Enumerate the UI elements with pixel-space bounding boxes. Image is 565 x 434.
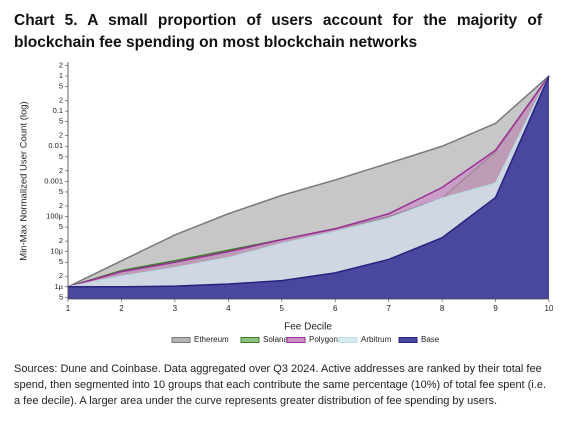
line: [67, 75, 550, 288]
x-tick-label: 5: [280, 304, 285, 313]
y-tick-label: 5: [59, 152, 63, 161]
x-tick-label: 9: [493, 304, 498, 313]
y-tick-label: 0.1: [53, 106, 63, 115]
y-tick-label: 10µ: [50, 247, 63, 256]
y-tick-label: 0.001: [44, 176, 63, 185]
legend-label: Arbitrum: [361, 335, 392, 344]
x-axis-label: Fee Decile: [284, 322, 332, 333]
chart-title: Chart 5. A small proportion of users acc…: [14, 12, 542, 51]
y-tick-label: 5: [59, 117, 63, 126]
x-tick-label: 7: [386, 304, 391, 313]
x-tick-label: 3: [173, 304, 178, 313]
y-tick-label: 2: [59, 131, 63, 140]
legend-swatch: [286, 337, 306, 343]
y-tick-label: 5: [59, 222, 63, 231]
x-tick-label: 6: [333, 304, 338, 313]
legend-label: Solana: [263, 335, 288, 344]
legend-swatch: [240, 337, 260, 343]
x-tick-label: 4: [226, 304, 231, 313]
y-tick-label: 5: [59, 257, 63, 266]
y-tick-label: 5: [59, 187, 63, 196]
x-tick-label: 2: [119, 304, 124, 313]
line: [68, 75, 550, 288]
x-tick-label: 8: [440, 304, 445, 313]
line: [67, 75, 550, 288]
legend-swatch: [338, 337, 358, 343]
legend-label: Polygon: [309, 335, 338, 344]
legend-label: Base: [421, 335, 440, 344]
y-tick-label: 0.01: [48, 141, 63, 150]
x-tick-label: 1: [66, 304, 71, 313]
source-note: Sources: Dune and Coinbase. Data aggrega…: [14, 363, 547, 407]
chart: Min-Max Normalized User Count (log) Fee …: [19, 60, 554, 344]
y-axis-label: Min-Max Normalized User Count (log): [19, 101, 30, 260]
x-tick-label: 10: [545, 304, 554, 313]
y-tick-label: 100µ: [46, 212, 64, 221]
legend-swatch: [398, 337, 418, 343]
y-tick-label: 2: [59, 271, 63, 280]
y-tick-label: 2: [59, 96, 63, 105]
y-tick-label: 1µ: [55, 282, 64, 291]
y-tick-label: 2: [59, 201, 63, 210]
legend-label: Ethereum: [194, 335, 229, 344]
y-tick-label: 2: [59, 236, 63, 245]
line: [67, 75, 550, 288]
y-tick-label: 2: [59, 60, 63, 69]
y-tick-label: 2: [59, 166, 63, 175]
y-tick-label: 1: [59, 71, 63, 80]
y-tick-label: 5: [59, 292, 63, 301]
y-tick-label: 5: [59, 82, 63, 91]
legend-swatch: [171, 337, 191, 343]
